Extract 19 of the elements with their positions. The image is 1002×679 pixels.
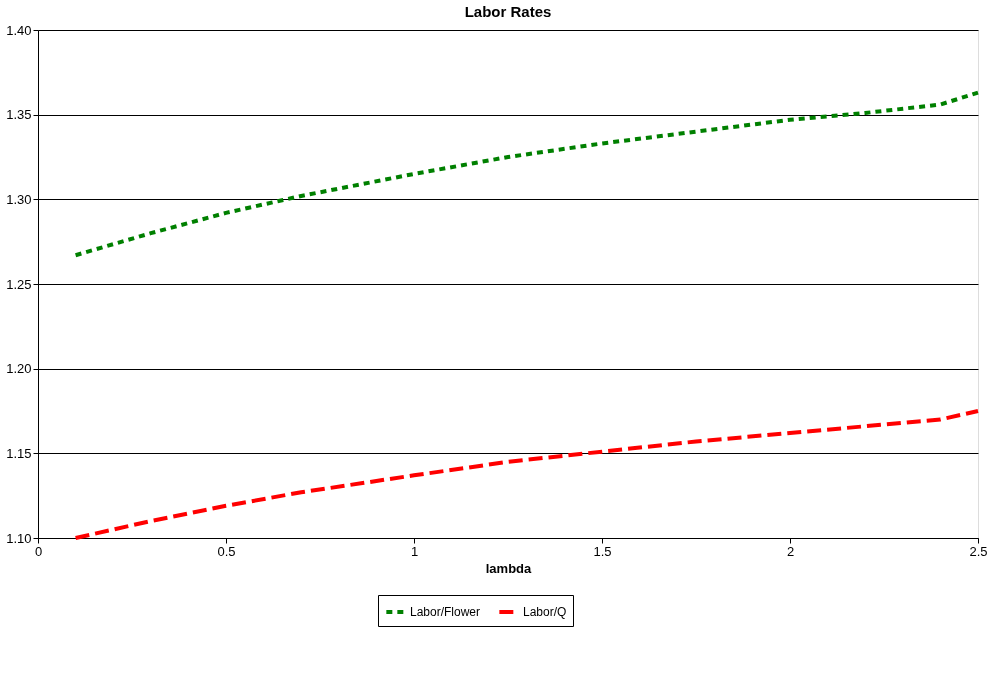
x-tick-label: 1.5 xyxy=(593,543,612,559)
y-tick-label: 1.35 xyxy=(6,107,32,123)
y-tick-label: 1.20 xyxy=(6,361,32,377)
x-axis-title: lambda xyxy=(485,560,533,576)
legend-label: Labor/Flower xyxy=(410,605,481,619)
line-series xyxy=(73,409,980,540)
x-tick-label: 2.5 xyxy=(969,543,988,559)
y-tick-label: 1.25 xyxy=(6,276,32,292)
y-tick-label: 1.30 xyxy=(6,191,32,207)
y-tick-label: 1.15 xyxy=(6,445,32,461)
legend-label: Labor/Q xyxy=(523,605,567,619)
x-tick-label: 0.5 xyxy=(217,543,236,559)
x-tick-label: 2 xyxy=(786,543,795,559)
x-tick-label: 0 xyxy=(34,543,43,559)
y-tick-label: 1.10 xyxy=(6,530,32,546)
y-tick-label: 1.40 xyxy=(6,22,32,38)
line-series xyxy=(73,90,980,258)
chart-title: Labor Rates xyxy=(464,3,552,20)
x-tick-label: 1 xyxy=(410,543,419,559)
